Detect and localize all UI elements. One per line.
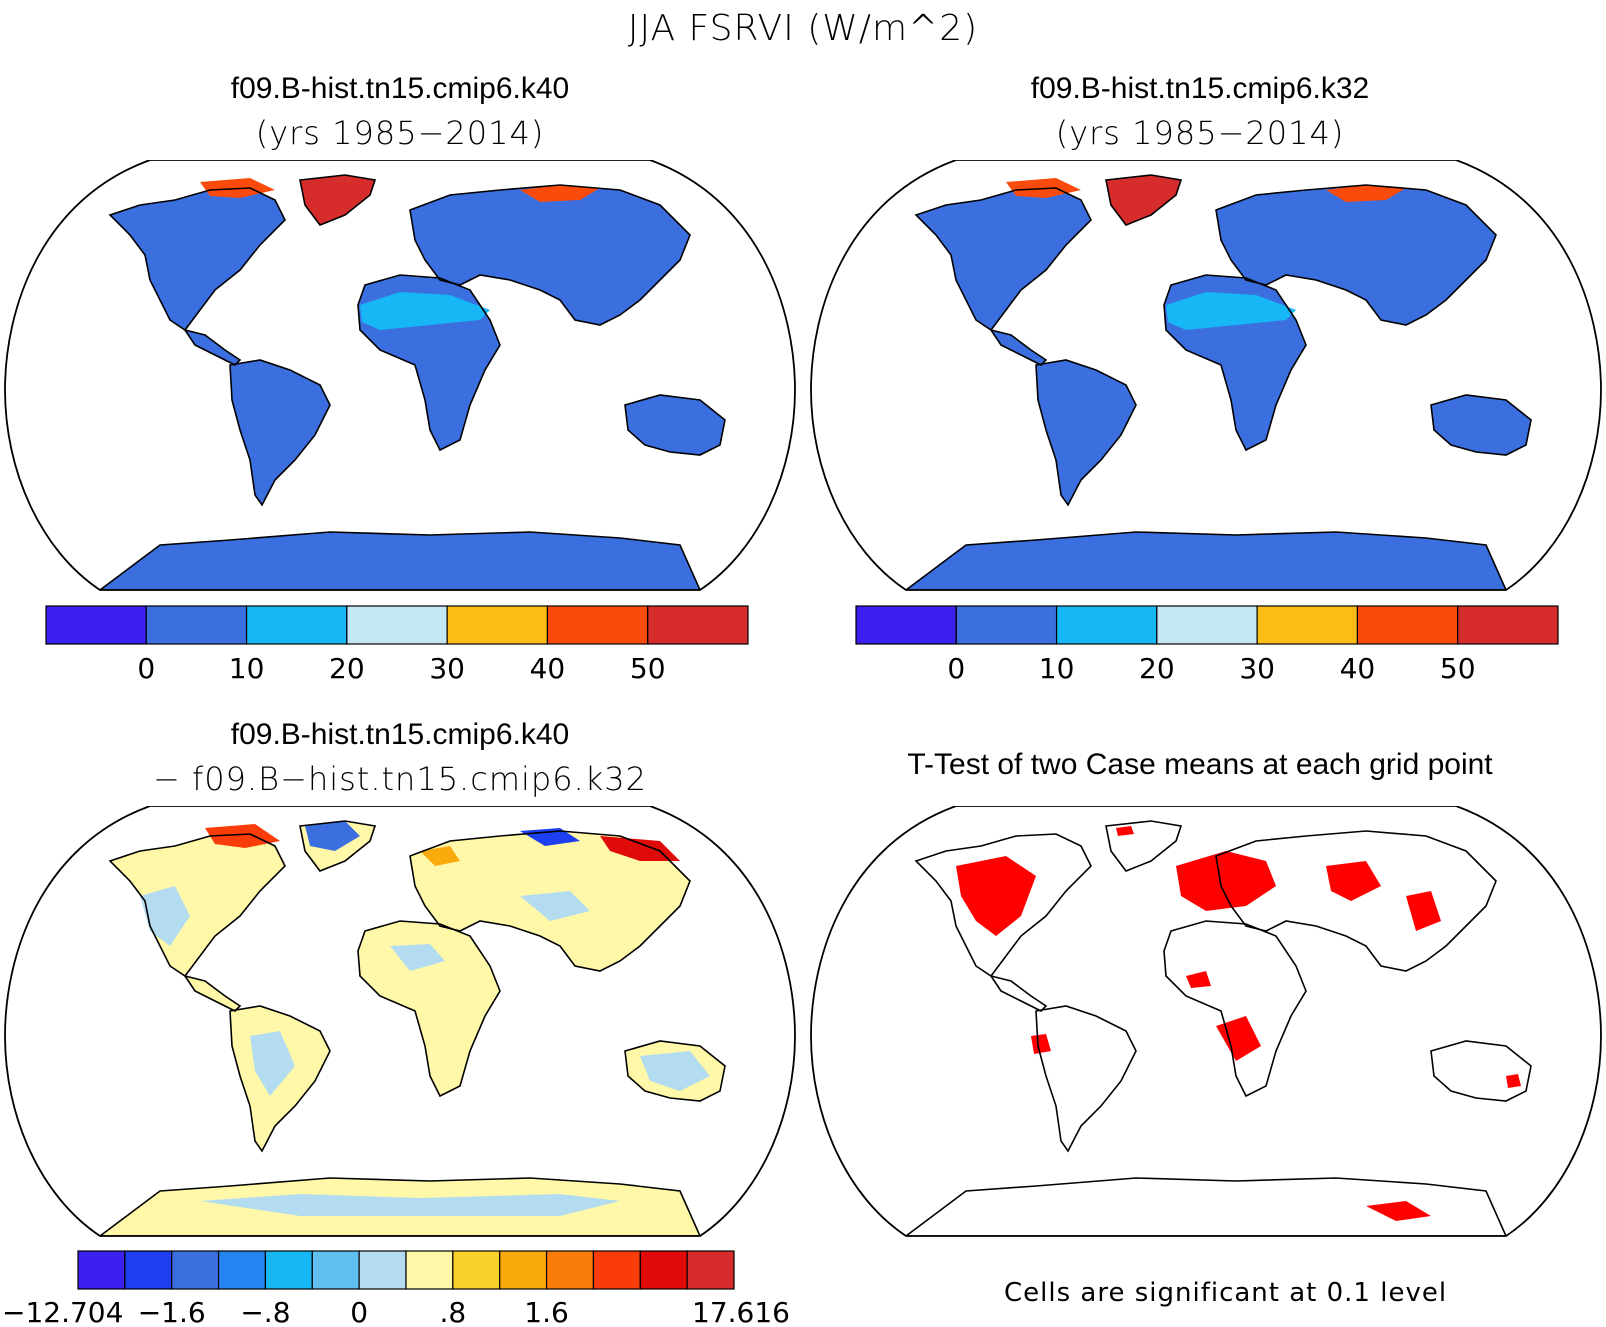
colorbar-swatch <box>639 1250 688 1290</box>
greenland-region <box>300 175 375 225</box>
colorbar-labels: −12.704 −1.6 −.8 0 .8 1.6 17.616 <box>2 1296 790 1327</box>
colorbar-tick-label: 30 <box>1239 652 1275 685</box>
scandinavia-positive <box>420 846 460 866</box>
colorbar-panel-3: −12.704 −1.6 −.8 0 .8 1.6 17.616 <box>2 1250 790 1327</box>
colorbar-swatch <box>452 1250 501 1290</box>
colorbar-swatch <box>647 605 749 645</box>
colorbar-swatch <box>1156 605 1258 645</box>
land-mask <box>906 175 1531 590</box>
colorbar-swatches <box>855 605 1559 645</box>
colorbar-swatch <box>499 1250 548 1290</box>
colorbar-tick-label: 20 <box>329 652 365 685</box>
colorbar-swatch <box>1356 605 1459 645</box>
siberia-region <box>1326 185 1406 202</box>
colorbar-swatch <box>264 1250 313 1290</box>
greenland-negative <box>305 821 360 851</box>
panel-3-title: f09.B-hist.tn15.cmip6.k40 <box>230 718 570 751</box>
colorbar-swatch <box>1256 605 1359 645</box>
colorbar-swatch <box>1055 605 1158 645</box>
panel-1-title: f09.B-hist.tn15.cmip6.k40 <box>230 72 570 105</box>
map-panel-3 <box>4 806 796 1237</box>
colorbar-tick-label: 50 <box>630 652 666 685</box>
sahara-region <box>360 292 490 330</box>
colorbar-swatch <box>855 605 957 645</box>
colorbar-tick-label: 10 <box>1039 652 1075 685</box>
panel-2-subtitle: (yrs 1985−2014) <box>1055 114 1345 152</box>
figure-title: JJA FSRVI (W/m^2) <box>627 8 979 49</box>
colorbar-tick-label: 40 <box>1340 652 1376 685</box>
colorbar-tick-label: .8 <box>439 1296 466 1327</box>
colorbar-swatch <box>124 1250 173 1290</box>
colorbar-tick-label: 10 <box>229 652 265 685</box>
colorbar-tick-label: 0 <box>137 652 155 685</box>
colorbar-tick-label: 50 <box>1440 652 1476 685</box>
siberia-region <box>520 185 600 202</box>
map-border <box>4 160 796 591</box>
colorbar-swatch <box>77 1250 126 1290</box>
land-mask <box>100 175 725 590</box>
colorbar-tick-label: −.8 <box>240 1296 290 1327</box>
colorbar-swatch <box>686 1250 735 1290</box>
colorbar-swatch <box>592 1250 641 1290</box>
map-panel-2 <box>810 160 1602 591</box>
map-border <box>810 160 1602 591</box>
colorbar-tick-label: 1.6 <box>524 1296 569 1327</box>
colorbar-swatch <box>1457 605 1559 645</box>
colorbar-tick-label: −12.704 <box>2 1296 123 1327</box>
colorbar-swatch <box>311 1250 360 1290</box>
colorbar-tick-label: 40 <box>530 652 566 685</box>
significance-note: Cells are significant at 0.1 level <box>1004 1278 1448 1308</box>
colorbar-swatch <box>955 605 1058 645</box>
colorbar-swatch <box>446 605 549 645</box>
map-border <box>810 806 1602 1237</box>
colorbar-tick-label: −1.6 <box>138 1296 206 1327</box>
east-siberia-positive <box>600 836 680 861</box>
sahara-region <box>1166 292 1296 330</box>
panel-2-title: f09.B-hist.tn15.cmip6.k32 <box>1030 72 1370 105</box>
colorbar-panel-2: 0 10 20 30 40 50 <box>855 605 1559 685</box>
arctic-canada-positive <box>205 824 280 848</box>
colorbar-swatch <box>145 605 248 645</box>
land-mask <box>100 821 725 1236</box>
colorbar-swatch <box>405 1250 454 1290</box>
panel-3-subtitle: − f09.B−hist.tn15.cmip6.k32 <box>153 760 647 798</box>
colorbar-swatch <box>346 605 448 645</box>
greenland-region <box>1106 175 1181 225</box>
colorbar-tick-label: 30 <box>429 652 465 685</box>
colorbar-swatches <box>45 605 749 645</box>
colorbar-panel-1: 0 10 20 30 40 50 <box>45 605 749 685</box>
map-panel-4 <box>810 806 1602 1237</box>
colorbar-labels: 0 10 20 30 40 50 <box>137 652 665 685</box>
negative-anomaly-patches <box>140 886 710 1216</box>
map-panel-1 <box>4 160 796 591</box>
colorbar-swatch <box>45 605 147 645</box>
colorbar-swatch <box>358 1250 407 1290</box>
colorbar-swatch <box>546 605 649 645</box>
panel-1-subtitle: (yrs 1985−2014) <box>255 114 545 152</box>
colorbar-swatch <box>171 1250 220 1290</box>
colorbar-tick-label: 20 <box>1139 652 1175 685</box>
colorbar-swatch <box>217 1250 267 1290</box>
colorbar-tick-label: 17.616 <box>692 1296 790 1327</box>
colorbar-swatch <box>545 1250 595 1290</box>
map-border <box>4 806 796 1237</box>
colorbar-labels: 0 10 20 30 40 50 <box>947 652 1475 685</box>
colorbar-tick-label: 0 <box>947 652 965 685</box>
significant-cells <box>956 826 1521 1221</box>
panel-4-title: T-Test of two Case means at each grid po… <box>907 748 1493 781</box>
colorbar-swatches <box>77 1250 735 1290</box>
colorbar-swatch <box>245 605 348 645</box>
colorbar-tick-label: 0 <box>350 1296 368 1327</box>
